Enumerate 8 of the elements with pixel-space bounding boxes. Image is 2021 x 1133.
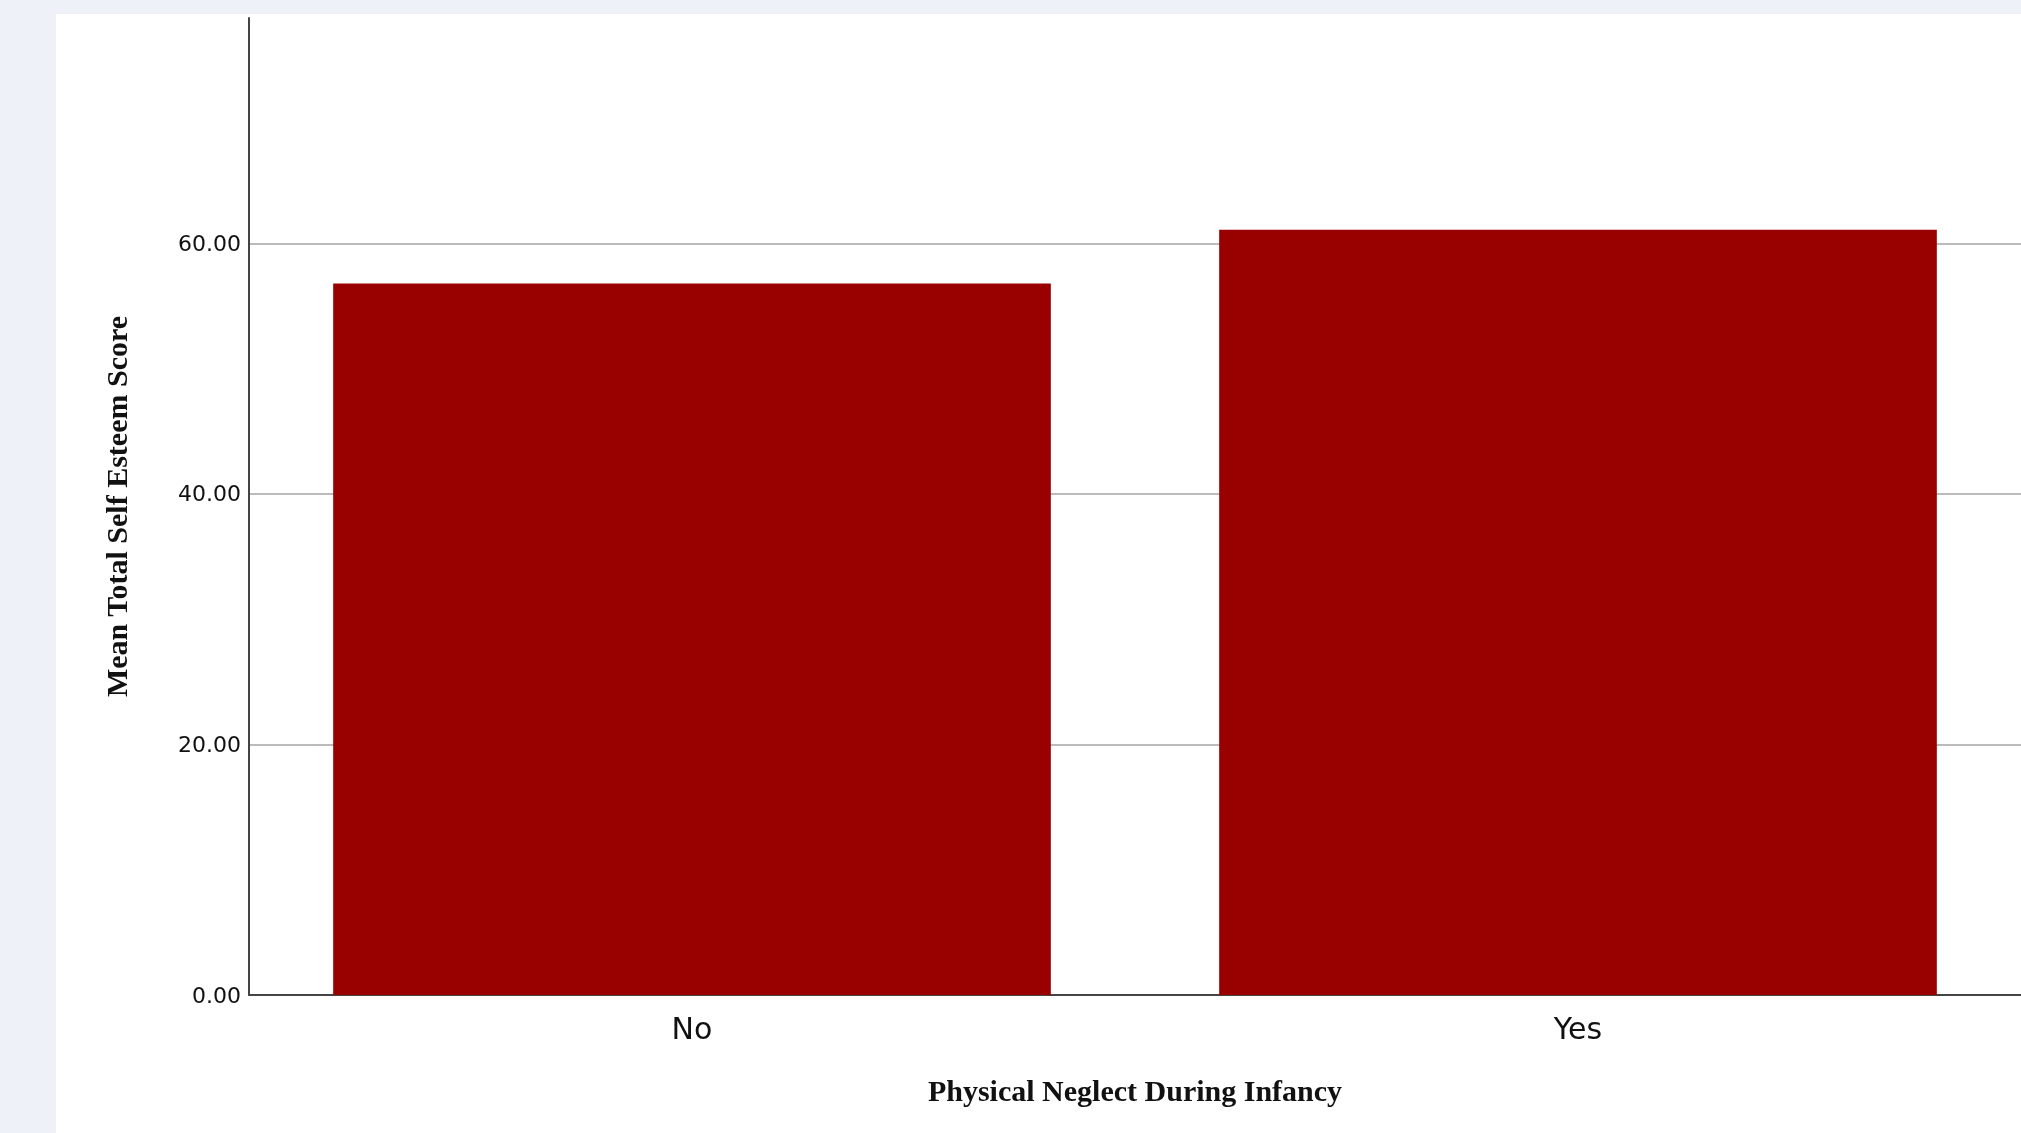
x-tick-label: No — [671, 1010, 713, 1046]
y-axis-title: Mean Total Self Esteem Score — [99, 315, 133, 698]
x-axis-title: Physical Neglect During Infancy — [927, 1073, 1343, 1107]
x-tick-label: Yes — [1552, 1010, 1603, 1046]
y-tick-label: 0.00 — [192, 982, 241, 1008]
y-tick-label: 20.00 — [178, 731, 241, 757]
y-tick-label: 60.00 — [178, 230, 241, 256]
y-tick-label: 40.00 — [178, 481, 241, 507]
